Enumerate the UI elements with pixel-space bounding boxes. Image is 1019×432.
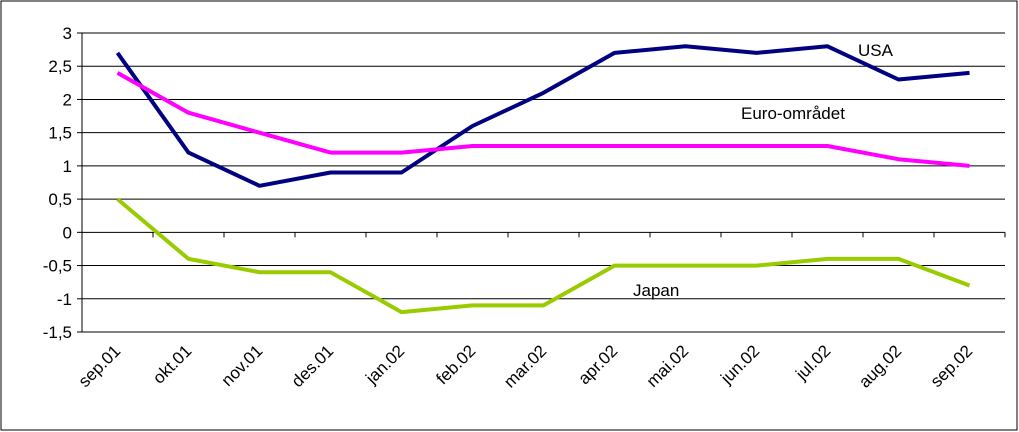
y-tick-label: 2,5 [48, 57, 72, 76]
y-tick-label: -1 [57, 290, 72, 309]
y-tick-label: 2 [63, 90, 72, 109]
y-tick-labels: -1,5 -1 -0,5 0 0,5 1 1,5 2 2,5 3 [43, 24, 72, 342]
y-tick-label: 1,5 [48, 124, 72, 143]
series-lines [115, 44, 971, 315]
y-tick-label: -1,5 [43, 323, 72, 342]
axes [77, 32, 1006, 333]
series-label-euro: Euro-området [741, 104, 845, 123]
y-tick-label: 0,5 [48, 190, 72, 209]
series-label-japan: Japan [633, 281, 679, 300]
y-tick-label: 0 [63, 223, 72, 242]
gridlines [82, 32, 1005, 333]
series-line-2 [116, 197, 971, 315]
series-label-usa: USA [858, 41, 894, 60]
series-line-0 [115, 44, 970, 188]
y-tick-label: 3 [63, 24, 72, 43]
y-tick-label: -0,5 [43, 257, 72, 276]
y-tick-label: 1 [63, 157, 72, 176]
series-line-1 [116, 71, 970, 168]
